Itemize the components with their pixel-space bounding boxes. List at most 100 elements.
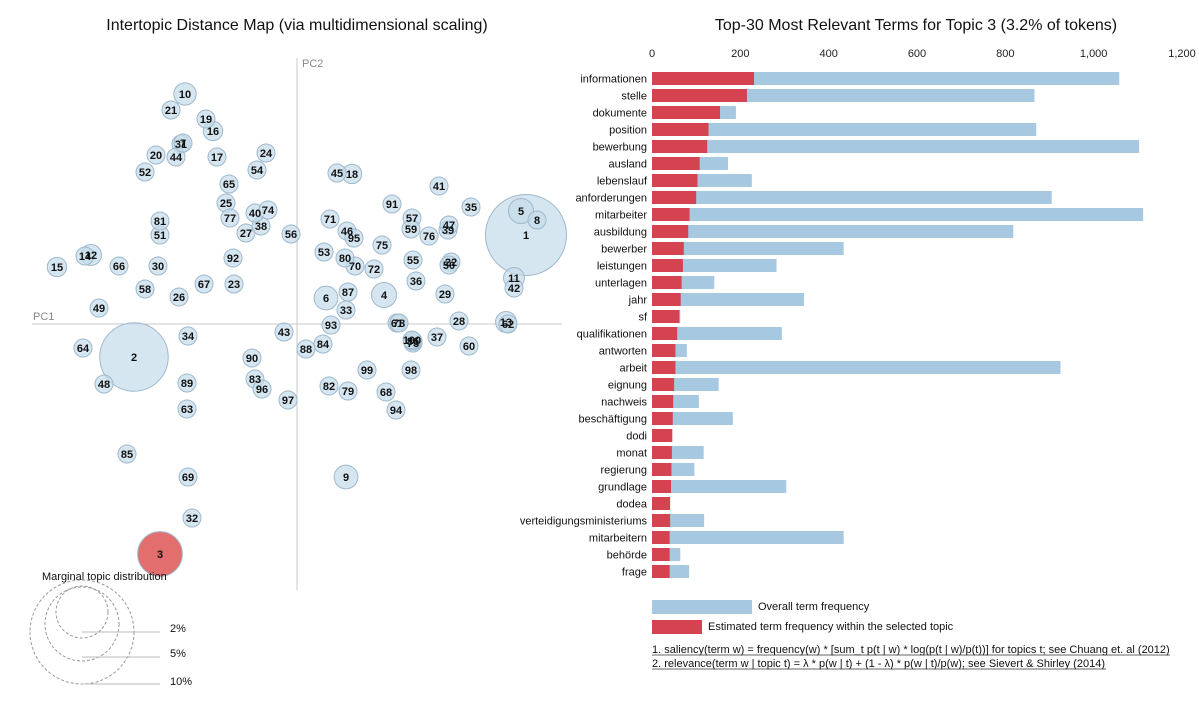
estimated-bar-dodea[interactable] [652,497,671,510]
term-label-grundlage[interactable]: grundlage [598,482,647,494]
topic-bubble-72[interactable] [364,259,384,279]
overall-bar-bewerbung[interactable] [652,140,1140,153]
topic-bubble-90[interactable] [242,348,262,368]
topic-bubble-60[interactable] [459,336,479,356]
topic-bubble-58[interactable] [135,279,155,299]
estimated-bar-dodi[interactable] [652,429,673,442]
term-label-regierung[interactable]: regierung [601,465,647,477]
topic-bubble-68[interactable] [376,382,396,402]
term-label-jahr[interactable]: jahr [628,295,648,307]
estimated-bar-stelle[interactable] [652,89,747,102]
topic-bubble-2[interactable] [99,322,169,392]
topic-bubble-43[interactable] [274,322,294,342]
estimated-bar-position[interactable] [652,123,709,136]
topic-bubble-45[interactable] [327,163,347,183]
topic-bubble-41[interactable] [429,176,449,196]
topic-bubble-59[interactable] [401,219,421,239]
topic-bubble-36[interactable] [406,271,426,291]
estimated-bar-beschäftigung[interactable] [652,412,673,425]
term-label-anforderungen[interactable]: anforderungen [575,193,647,205]
topic-bubble-42[interactable] [504,278,524,298]
estimated-bar-sf[interactable] [652,310,680,323]
topic-bubble-96[interactable] [252,379,272,399]
topic-bubble-95[interactable] [344,228,364,248]
estimated-bar-monat[interactable] [652,446,672,459]
topic-bubble-32[interactable] [182,508,202,528]
estimated-bar-antworten[interactable] [652,344,676,357]
topic-bubble-17[interactable] [207,147,227,167]
topic-bubble-97[interactable] [278,390,298,410]
topic-bubble-62[interactable] [498,314,518,334]
topic-bubble-21[interactable] [161,100,181,120]
estimated-bar-mitarbeiter[interactable] [652,208,690,221]
term-label-unterlagen[interactable]: unterlagen [595,278,647,290]
topic-bubble-47[interactable] [439,215,459,235]
topic-bubble-88[interactable] [296,339,316,359]
term-label-bewerbung[interactable]: bewerbung [593,142,647,154]
overall-bar-grundlage[interactable] [652,480,787,493]
estimated-bar-qualifikationen[interactable] [652,327,678,340]
topic-bubble-5[interactable] [508,198,534,224]
topic-bubble-4[interactable] [371,282,397,308]
term-label-mitarbeiter[interactable]: mitarbeiter [595,210,647,222]
topic-bubble-99[interactable] [357,360,377,380]
estimated-bar-anforderungen[interactable] [652,191,697,204]
overall-bar-jahr[interactable] [652,293,804,306]
topic-bubble-49[interactable] [89,298,109,318]
estimated-bar-informationen[interactable] [652,72,755,85]
term-label-verteidigungsministeriums[interactable]: verteidigungsministeriums [520,516,648,528]
term-label-behörde[interactable]: behörde [607,550,647,562]
overall-bar-position[interactable] [652,123,1037,136]
topic-bubble-23[interactable] [224,274,244,294]
topic-bubble-67[interactable] [194,274,214,294]
topic-bubble-3[interactable] [137,531,183,577]
topic-bubble-26[interactable] [169,287,189,307]
topic-bubble-53[interactable] [314,242,334,262]
topic-bubble-75[interactable] [372,235,392,255]
topic-bubble-78[interactable] [389,313,409,333]
estimated-bar-jahr[interactable] [652,293,681,306]
term-label-position[interactable]: position [609,125,647,137]
overall-bar-leistungen[interactable] [652,259,777,272]
topic-bubble-100[interactable] [402,330,422,350]
topic-bubble-30[interactable] [148,256,168,276]
term-label-qualifikationen[interactable]: qualifikationen [577,329,647,341]
overall-bar-mitarbeiter[interactable] [652,208,1144,221]
estimated-bar-frage[interactable] [652,565,670,578]
topic-bubble-76[interactable] [419,226,439,246]
topic-bubble-63[interactable] [177,399,197,419]
estimated-bar-eignung[interactable] [652,378,675,391]
topic-bubble-91[interactable] [382,194,402,214]
estimated-bar-ausbildung[interactable] [652,225,689,238]
topic-bubble-1[interactable] [484,193,568,277]
overall-bar-anforderungen[interactable] [652,191,1052,204]
topic-bubble-81[interactable] [150,211,170,231]
term-label-nachweis[interactable]: nachweis [601,397,647,409]
topic-bubble-74[interactable] [258,200,278,220]
term-label-frage[interactable]: frage [622,567,647,579]
topic-bubble-14[interactable] [75,246,95,266]
estimated-bar-arbeit[interactable] [652,361,676,374]
topic-bubble-98[interactable] [401,360,421,380]
term-label-dokumente[interactable]: dokumente [593,108,647,120]
overall-bar-arbeit[interactable] [652,361,1061,374]
topic-bubble-89[interactable] [177,373,197,393]
estimated-bar-mitarbeitern[interactable] [652,531,670,544]
topic-bubble-94[interactable] [386,400,406,420]
topic-bubble-7[interactable] [173,133,193,153]
estimated-bar-dokumente[interactable] [652,106,721,119]
topic-bubble-48[interactable] [94,374,114,394]
estimated-bar-lebenslauf[interactable] [652,174,698,187]
topic-bubble-20[interactable] [146,145,166,165]
term-label-antworten[interactable]: antworten [599,346,647,358]
estimated-bar-regierung[interactable] [652,463,672,476]
topic-bubble-85[interactable] [117,444,137,464]
topic-bubble-56[interactable] [281,224,301,244]
topic-bubble-93[interactable] [321,315,341,335]
term-label-monat[interactable]: monat [616,448,647,460]
topic-bubble-92[interactable] [223,248,243,268]
topic-bubble-79[interactable] [338,381,358,401]
term-label-leistungen[interactable]: leistungen [597,261,647,273]
topic-bubble-77[interactable] [220,208,240,228]
overall-bar-informationen[interactable] [652,72,1120,85]
